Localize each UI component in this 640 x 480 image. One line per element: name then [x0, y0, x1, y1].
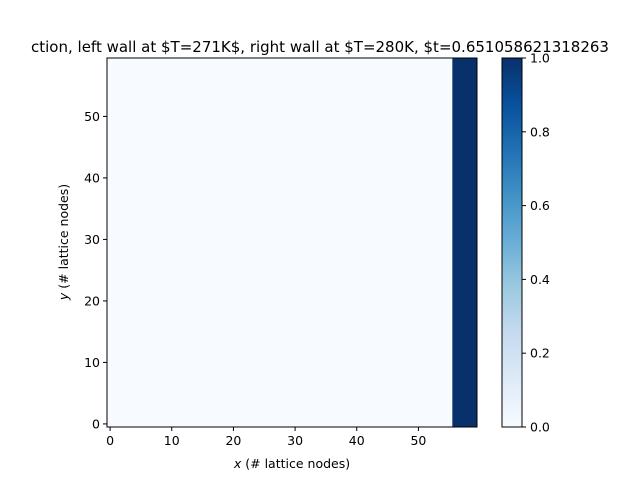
y-axis-label: y (# lattice nodes)	[56, 184, 71, 301]
colorbar-tick-label: 0.4	[530, 272, 550, 287]
heatmap-area	[106, 57, 478, 428]
colorbar-ticks: 0.0 0.2 0.4 0.6 0.8 1.0	[522, 51, 550, 435]
x-axis-label-text: (# lattice nodes)	[241, 456, 350, 471]
x-tick-label: 30	[287, 433, 303, 448]
heatmap-region-0	[107, 58, 453, 427]
colorbar-tick-label: 0.6	[530, 198, 550, 213]
y-axis: 0 10 20 30 40 50	[84, 109, 107, 431]
y-tick-label: 10	[84, 355, 100, 370]
plot-frame	[106, 57, 478, 428]
y-axis-label-var: y	[56, 292, 71, 301]
y-tick-label: 30	[84, 232, 100, 247]
colorbar	[501, 57, 523, 428]
colorbar-tick-label: 0.2	[530, 346, 550, 361]
colorbar-tick-label: 0.8	[530, 124, 550, 139]
x-tick-label: 40	[349, 433, 365, 448]
x-axis: 0 10 20 30 40 50	[106, 427, 426, 448]
x-axis-label: x (# lattice nodes)	[233, 456, 350, 471]
x-tick-label: 50	[410, 433, 426, 448]
colorbar-tick-label: 0.0	[530, 420, 550, 435]
x-tick-label: 10	[164, 433, 180, 448]
chart-title: ction, left wall at $T=271K$, right wall…	[31, 38, 609, 56]
x-tick-label: 20	[225, 433, 241, 448]
y-tick-label: 20	[84, 293, 100, 308]
x-tick-label: 0	[106, 433, 114, 448]
y-tick-label: 0	[92, 416, 100, 431]
y-axis-label-text: (# lattice nodes)	[56, 184, 71, 293]
colorbar-tick-label: 1.0	[530, 51, 550, 66]
y-tick-label: 40	[84, 170, 100, 185]
y-tick-label: 50	[84, 109, 100, 124]
heatmap-region-1	[452, 58, 477, 427]
x-axis-label-var: x	[233, 456, 242, 471]
